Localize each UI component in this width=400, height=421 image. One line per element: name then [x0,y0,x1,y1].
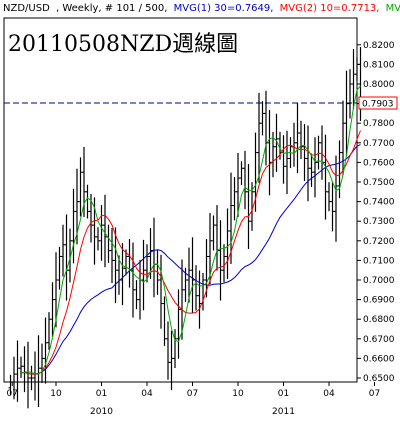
y-tick-label: 0.6500 [363,374,395,384]
current-price-label: 0.7903 [362,100,394,110]
y-tick-label: 0.7200 [363,237,395,247]
ma-layer [20,85,361,375]
header-ma2: MVG(2) 10=0.7713, [280,3,380,14]
y-tick-label: 0.6700 [363,335,395,345]
y-tick-label: 0.6800 [363,315,395,325]
x-tick-label: 01 [278,389,289,399]
y-tick-label: 0.7600 [363,158,395,168]
x-tick-label: 10 [232,389,244,399]
axis-layer: 0.6500 0.6600 0.6700 0.6800 0.6900 0.7000 0.71… [7,41,398,417]
header-symbol: NZD/USD [3,3,50,14]
x-tick-label: 04 [323,389,335,399]
y-tick-label: 0.6600 [363,354,395,364]
header-ma3: MVG(3) 2 [386,3,400,14]
ma3-line [20,85,361,375]
header-ma1: MVG(1) 30=0.7649, [174,3,274,14]
y-tick-label: 0.7700 [363,139,395,149]
x-tick-label: 01 [96,389,107,399]
y-tick-label: 0.7100 [363,256,395,266]
y-tick-label: 0.7800 [363,119,395,129]
y-tick-label: 0.8100 [363,60,395,70]
y-tick-label: 0.7300 [363,217,395,227]
current-price-box [358,96,398,110]
x-year-label: 2010 [90,407,113,417]
ma1-line [20,144,361,375]
ma2-line [20,130,361,375]
y-tick-label: 0.8200 [363,41,395,51]
y-tick-label: 0.7500 [363,178,395,188]
y-tick-label: 0.7400 [363,198,395,208]
chart-title: 20110508NZD週線圖 [8,32,238,57]
y-tick-label: 0.7000 [363,276,395,286]
x-tick-label: 07 [187,389,198,399]
plot-frame [3,17,358,383]
header-period: , Weekly, # 101 / 500, [56,3,167,14]
svg-text:NZD/USD , Weekly, # 101: NZD/USD , Weekly, # 101 / 500, MVG(1) 30… [3,3,400,14]
x-tick-label: 07 [369,389,380,399]
x-tick-label: 04 [141,389,153,399]
candle-layer [8,46,363,409]
x-tick-label: 07 [7,389,18,399]
y-tick-label: 0.8000 [363,80,395,90]
x-tick-label: 10 [50,389,62,399]
y-tick-label: 0.6900 [363,296,395,306]
x-year-label: 2011 [272,407,295,417]
